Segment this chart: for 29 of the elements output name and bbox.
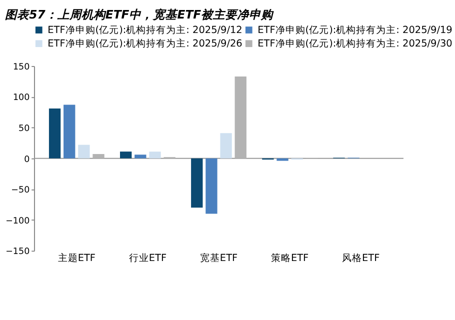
- x-tick-label: 策略ETF: [270, 252, 310, 264]
- x-tick-label: 主题ETF: [58, 252, 96, 264]
- bar: [48, 108, 61, 158]
- y-tick-label: 0: [24, 154, 30, 165]
- y-tick-label: −50: [11, 186, 30, 196]
- y-tick-label: 50: [18, 124, 30, 134]
- chart-title: 图表57：上周机构ETF中，宽基ETF被主要净申购: [5, 7, 274, 22]
- bar: [64, 104, 76, 158]
- bar: [78, 144, 90, 158]
- legend-label: ETF净申购(亿元):机构持有为主: 2025/9/26: [48, 38, 242, 50]
- y-tick-label: −150: [6, 247, 30, 258]
- bar: [120, 152, 132, 158]
- x-tick-label: 风格ETF: [342, 252, 380, 264]
- y-tick-label: −100: [6, 216, 30, 226]
- y-tick-label: 150: [12, 62, 30, 72]
- bar: [191, 158, 203, 208]
- bar: [149, 152, 161, 158]
- bar: [220, 133, 232, 158]
- bar: [92, 154, 104, 158]
- y-tick-label: 100: [12, 93, 30, 104]
- bar: [276, 158, 288, 161]
- bar: [134, 154, 146, 158]
- legend-label: ETF净申购(亿元):机构持有为主: 2025/9/12: [48, 24, 242, 36]
- x-tick-label: 行业ETF: [128, 252, 167, 264]
- x-tick-label: 宽基ETF: [200, 252, 238, 264]
- bar: [234, 76, 246, 158]
- legend-label: ETF净申购(亿元):机构持有为主: 2025/9/30: [258, 38, 452, 50]
- bar: [206, 158, 218, 214]
- legend-label: ETF净申购(亿元):机构持有为主: 2025/9/19: [258, 24, 452, 36]
